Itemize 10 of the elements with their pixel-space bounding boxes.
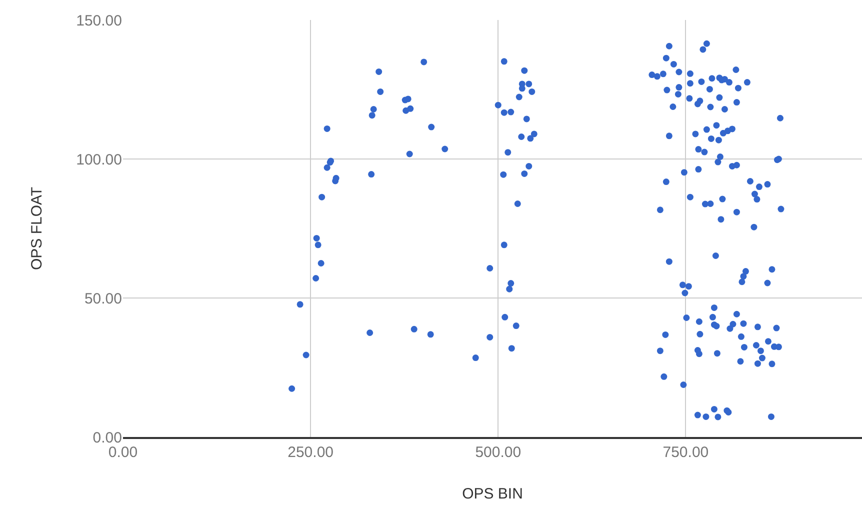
x-tick-label: 500.00: [475, 444, 522, 461]
x-tick-label: 0.00: [108, 444, 138, 461]
y-axis-title: OPS FLOAT: [28, 186, 46, 270]
y-tick-label: 0.00: [92, 429, 122, 446]
y-tick-label: 150.00: [76, 12, 122, 30]
y-tick-label: 50.00: [84, 290, 122, 308]
x-tick-label: 750.00: [662, 444, 709, 461]
x-axis-title: OPS BIN: [462, 485, 523, 502]
y-tick-label: 100.00: [76, 151, 122, 168]
x-tick-label: 250.00: [288, 444, 334, 461]
